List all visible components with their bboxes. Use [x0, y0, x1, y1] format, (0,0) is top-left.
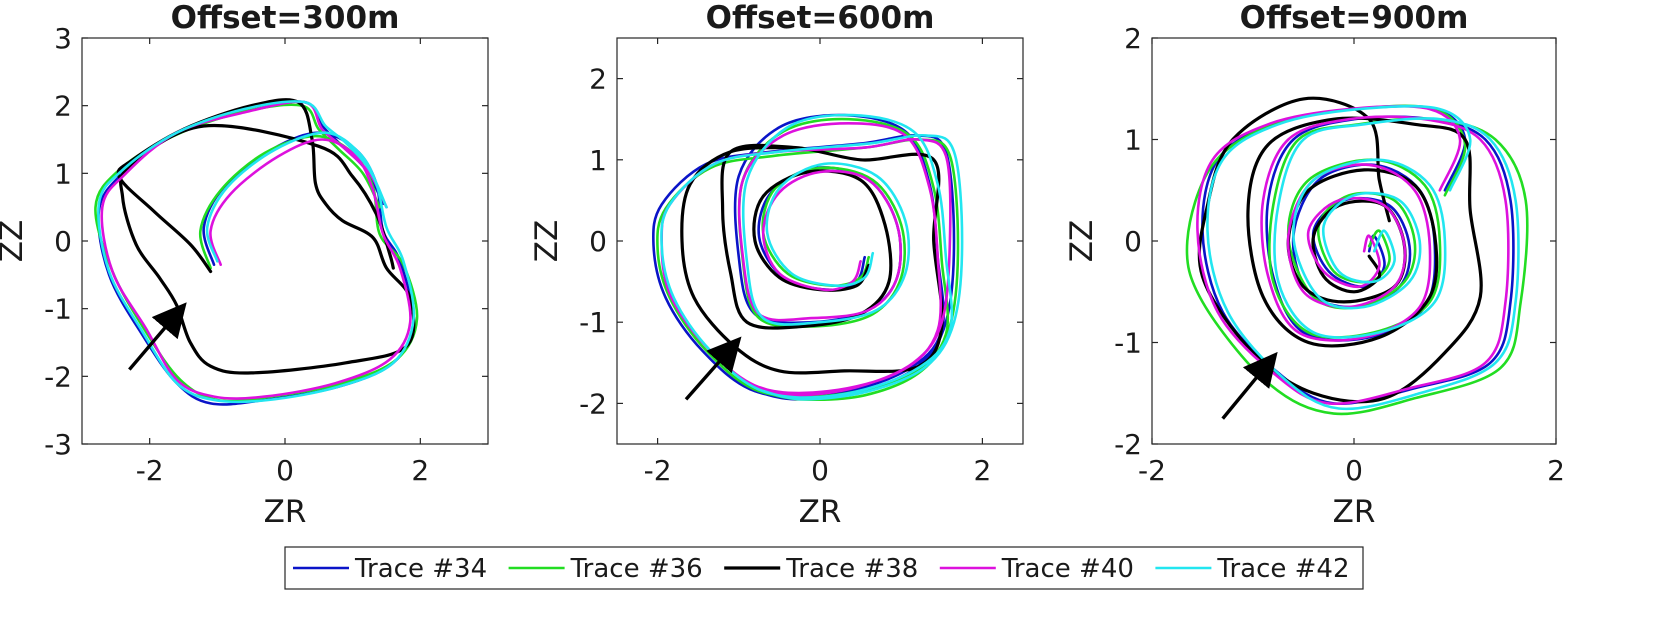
- series-line-trace-42: [660, 113, 964, 401]
- annotation-arrow: [1221, 351, 1278, 420]
- x-tick-label: -2: [136, 454, 164, 487]
- x-tick-label: 2: [973, 454, 991, 487]
- series-line-trace-42: [1206, 104, 1520, 411]
- x-tick-label: -2: [644, 454, 672, 487]
- y-tick-label: 2: [589, 63, 607, 96]
- y-tick-label: -3: [44, 428, 72, 461]
- y-tick-label: 3: [54, 22, 72, 55]
- x-tick-label: 0: [811, 454, 829, 487]
- series-line-trace-42: [97, 100, 416, 404]
- panel-1: -2 0 2 -3 -2 -1 0 1 2 3 Offset=300m ZR ZZ: [0, 0, 489, 530]
- x-tick-label: 2: [1547, 454, 1565, 487]
- series-line-trace-36: [1185, 104, 1529, 416]
- series-line-trace-40: [660, 122, 952, 397]
- series-line-trace-34: [1201, 104, 1515, 406]
- legend-item: Trace #40: [939, 554, 1134, 584]
- y-tick-label: 1: [1124, 124, 1142, 157]
- annotation-arrow: [128, 302, 187, 371]
- series-group: [1185, 96, 1529, 416]
- legend-label: Trace #40: [1001, 554, 1134, 584]
- y-tick-label: -2: [1114, 428, 1142, 461]
- series-line-trace-36: [656, 117, 960, 401]
- series-group: [94, 98, 419, 406]
- y-tick-label: -1: [1114, 327, 1142, 360]
- annotation-arrow: [684, 336, 742, 401]
- y-tick-label: 0: [1124, 225, 1142, 258]
- y-axis-label: ZZ: [1064, 220, 1100, 262]
- legend-item: Trace #38: [724, 554, 918, 584]
- series-line-trace-40: [1196, 104, 1510, 406]
- legend-label: Trace #42: [1216, 554, 1349, 584]
- legend-label: Trace #36: [570, 554, 703, 584]
- y-axis-label: ZZ: [0, 220, 30, 262]
- legend-item: Trace #42: [1155, 554, 1350, 584]
- y-tick-label: 1: [589, 144, 607, 177]
- plot-frame: [616, 37, 1024, 445]
- panels: -2 0 2 -3 -2 -1 0 1 2 3 Offset=300m ZR ZZ -2 0 2 -2 -1 0 1 2…: [0, 0, 1565, 530]
- legend-item: Trace #36: [508, 554, 703, 584]
- y-tick-label: -2: [44, 360, 72, 393]
- x-tick-label: -2: [1138, 454, 1166, 487]
- x-axis-label: ZR: [264, 494, 307, 530]
- panel-title: Offset=300m: [171, 0, 400, 36]
- legend-label: Trace #38: [785, 554, 918, 584]
- legend-label: Trace #34: [354, 554, 487, 584]
- plot-frame: [1151, 37, 1557, 445]
- y-tick-label: 1: [54, 157, 72, 190]
- legend-item: Trace #34: [293, 554, 487, 584]
- panel-title: Offset=600m: [706, 0, 935, 36]
- panel-2: -2 0 2 -2 -1 0 1 2 Offset=600m ZR ZZ: [529, 0, 1024, 530]
- y-tick-label: 0: [54, 225, 72, 258]
- y-tick-label: -1: [44, 293, 72, 326]
- y-tick-label: 2: [1124, 22, 1142, 55]
- x-tick-label: 0: [276, 454, 294, 487]
- x-tick-label: 0: [1345, 454, 1363, 487]
- y-tick-label: 2: [54, 90, 72, 123]
- y-axis-label: ZZ: [529, 220, 565, 262]
- x-axis-label: ZR: [1333, 494, 1376, 530]
- panel-3: -2 0 2 -2 -1 0 1 2 Offset=900m ZR ZZ: [1064, 0, 1565, 530]
- y-tick-label: -2: [579, 387, 607, 420]
- y-tick-label: -1: [579, 306, 607, 339]
- panel-title: Offset=900m: [1240, 0, 1469, 36]
- x-tick-label: 2: [411, 454, 429, 487]
- y-tick-label: 0: [589, 225, 607, 258]
- x-axis-label: ZR: [799, 494, 842, 530]
- legend: Trace #34 Trace #36 Trace #38 Trace #40 Trac…: [284, 546, 1364, 590]
